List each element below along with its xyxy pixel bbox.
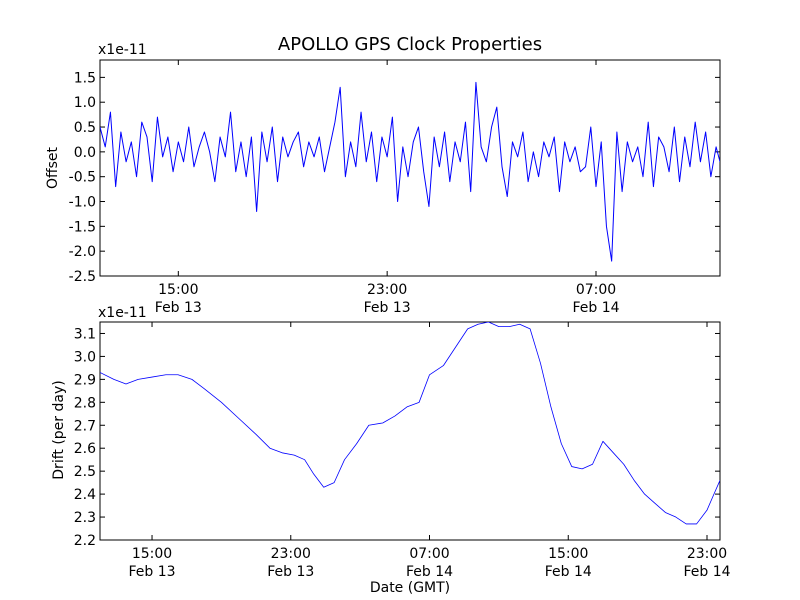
drift-y-tick-label: 2.7 (74, 418, 96, 434)
offset-x-tick-time: 07:00 (576, 282, 616, 298)
offset-y-tick-label: -0.5 (69, 170, 96, 186)
drift-series-line (100, 322, 720, 525)
offset-y-tick-label: -1.0 (69, 195, 96, 211)
offset-y-tick-label: 0.0 (74, 145, 96, 161)
drift-x-tick-time: 07:00 (409, 546, 449, 562)
offset-panel: 1.5 1.0 0.5 0.0 -0.5 -1.0 -1.5 -2.0 -2.5 15:00 Feb… (69, 59, 721, 316)
drift-x-tick-date: Feb 14 (406, 564, 453, 580)
drift-x-tick-date: Feb 13 (267, 564, 314, 580)
offset-axis-label: Offset (45, 146, 61, 189)
drift-x-tick-date: Feb 13 (128, 564, 175, 580)
offset-x-tick-date: Feb 13 (155, 300, 202, 316)
drift-y-tick-label: 2.8 (74, 395, 96, 411)
offset-exponent-label: x1e-11 (98, 42, 147, 58)
drift-panel: 3.1 3.0 2.9 2.8 2.7 2.6 2.5 2.4 2.3 2.2 15:00 Feb 1… (74, 321, 731, 580)
drift-y-tick-label: 2.6 (74, 441, 96, 457)
drift-x-tick-time: 15:00 (548, 546, 588, 562)
drift-y-tick-label: 2.9 (74, 372, 96, 388)
offset-series-line (100, 81, 720, 262)
chart-title: APOLLO GPS Clock Properties (278, 34, 542, 55)
offset-x-tick-date: Feb 13 (364, 300, 411, 316)
drift-x-tick-date: Feb 14 (545, 564, 592, 580)
offset-y-tick-label: 0.5 (74, 120, 96, 136)
drift-x-tick-time: 15:00 (132, 546, 172, 562)
drift-y-tick-label: 2.2 (74, 533, 96, 549)
drift-x-tick-time: 23:00 (271, 546, 311, 562)
offset-y-tick-label: -2.5 (69, 269, 96, 285)
drift-axis-label: Drift (per day) (51, 380, 67, 479)
offset-x-tick-time: 23:00 (367, 282, 407, 298)
offset-y-tick-label: 1.0 (74, 95, 96, 111)
offset-x-tick-time: 15:00 (158, 282, 198, 298)
offset-axes-frame (99, 59, 721, 277)
offset-y-tick-label: -1.5 (69, 219, 96, 235)
offset-y-tick-label: -2.0 (69, 244, 96, 260)
drift-y-tick-label: 2.4 (74, 487, 96, 503)
drift-y-tick-label: 3.0 (74, 349, 96, 365)
offset-x-tick-date: Feb 14 (572, 300, 619, 316)
drift-x-tick-date: Feb 14 (683, 564, 730, 580)
drift-axes-frame (99, 321, 721, 541)
drift-y-tick-label: 2.5 (74, 464, 96, 480)
offset-y-tick-label: 1.5 (74, 70, 96, 86)
drift-exponent-label: x1e-11 (98, 305, 147, 321)
date-axis-label: Date (GMT) (370, 580, 450, 596)
drift-y-tick-label: 3.1 (74, 326, 96, 342)
drift-y-tick-label: 2.3 (74, 510, 96, 526)
drift-x-tick-time: 23:00 (687, 546, 727, 562)
